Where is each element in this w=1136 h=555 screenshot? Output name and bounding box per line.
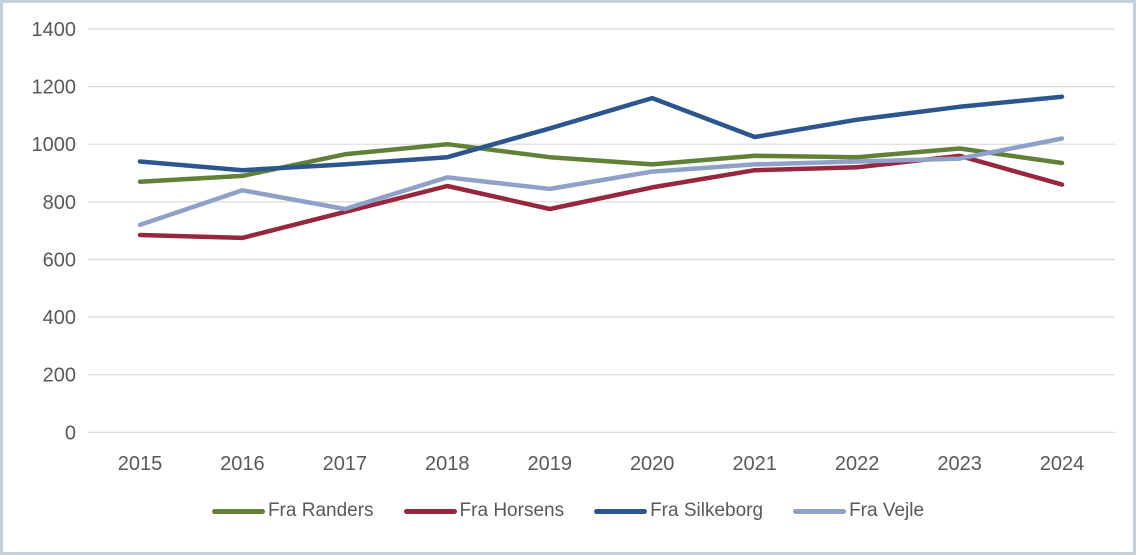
legend-label: Fra Silkeborg	[650, 500, 764, 521]
x-axis-tick-label: 2016	[220, 453, 265, 475]
series-line-fra-randers	[137, 141, 1065, 184]
legend-line-marker	[211, 508, 265, 514]
y-axis-tick-label: 0	[65, 422, 76, 444]
legend-line-marker	[403, 508, 457, 514]
legend-label: Fra Randers	[267, 500, 374, 521]
y-axis-tick-label: 800	[43, 192, 76, 214]
y-axis-tick-label: 400	[43, 307, 76, 329]
chart-plot-area: 0 200 400 600 800 1000 1200 1400 2015 2016 2017 201…	[32, 19, 1115, 475]
legend-line-marker	[793, 508, 847, 514]
y-axis-tick-label: 200	[43, 365, 76, 387]
legend-label: Fra Vejle	[849, 500, 925, 521]
legend-label: Fra Horsens	[459, 500, 565, 521]
y-axis-tick-label: 1200	[32, 77, 77, 99]
chart-legend: Fra Randers Fra Horsens Fra Silkeborg Fra V…	[3, 500, 1133, 522]
x-axis-tick-label: 2015	[118, 453, 163, 475]
legend-item-fra-horsens: Fra Horsens	[403, 500, 565, 522]
legend-item-fra-silkeborg: Fra Silkeborg	[594, 500, 763, 522]
x-axis-tick-label: 2021	[732, 453, 777, 475]
y-axis-tick-label: 1000	[32, 134, 77, 156]
x-axis-tick-label: 2023	[937, 453, 982, 475]
legend-line-marker	[594, 508, 648, 514]
x-axis-tick-label: 2020	[630, 453, 675, 475]
series-line-fra-silkeborg	[137, 94, 1065, 173]
x-axis-tick-label: 2019	[528, 453, 573, 475]
x-axis-tick-label: 2024	[1040, 453, 1085, 475]
x-axis-tick-label: 2018	[425, 453, 470, 475]
series-line-fra-vejle	[137, 136, 1065, 228]
x-axis-tick-label: 2017	[323, 453, 368, 475]
legend-item-fra-vejle: Fra Vejle	[793, 500, 924, 522]
y-axis-tick-label: 600	[43, 250, 76, 272]
legend-item-fra-randers: Fra Randers	[211, 500, 374, 522]
x-axis-tick-label: 2022	[835, 453, 880, 475]
y-axis-tick-label: 1400	[32, 19, 77, 41]
